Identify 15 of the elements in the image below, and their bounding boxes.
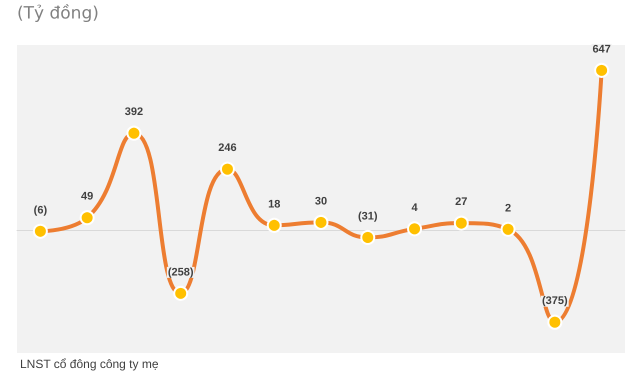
- data-label: 647: [592, 43, 611, 56]
- data-label: 246: [218, 142, 237, 154]
- data-label: 30: [314, 195, 328, 208]
- data-label: (6): [34, 204, 48, 216]
- text: LNST cổ đông công ty mẹ: [20, 357, 159, 371]
- data-label: 49: [81, 190, 94, 203]
- chart-title: (Tỷ đồng): [17, 4, 99, 24]
- data-label: (258): [168, 266, 194, 278]
- data-label: 392: [124, 106, 144, 118]
- data-label: 4: [411, 202, 418, 214]
- data-label: (375): [542, 295, 568, 308]
- data-label: 18: [268, 198, 280, 210]
- data-label: (31): [358, 210, 378, 222]
- data-label: 2: [505, 202, 512, 214]
- data-label: 27: [455, 196, 468, 208]
